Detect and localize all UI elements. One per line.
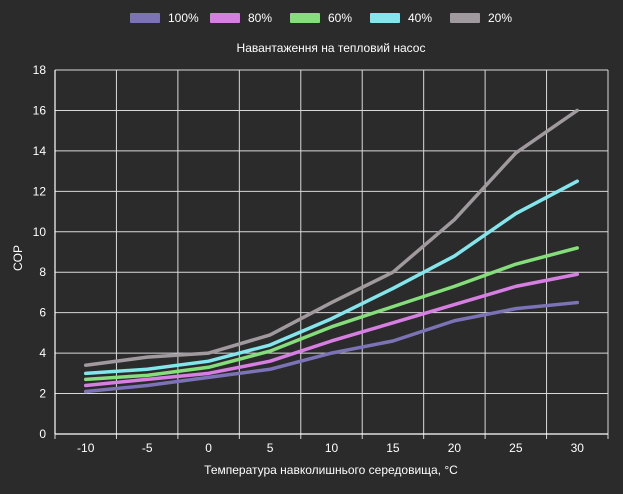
series-lines [83, 108, 580, 394]
x-tick-label: -5 [142, 441, 153, 455]
legend-item: 100% [130, 11, 199, 25]
x-tick-label: 30 [571, 441, 585, 455]
y-tick-label: 10 [33, 225, 47, 239]
legend-item: 80% [210, 11, 272, 25]
x-tick-label: -10 [77, 441, 95, 455]
y-tick-label: 18 [33, 63, 47, 77]
axes [54, 70, 608, 435]
legend-swatch [450, 13, 480, 23]
y-tick-label: 14 [33, 144, 47, 158]
legend-item: 20% [450, 11, 512, 25]
y-tick-label: 4 [39, 346, 46, 360]
y-axis-title: COP [11, 245, 25, 271]
x-tick-label: 25 [509, 441, 523, 455]
y-tick-label: 0 [39, 427, 46, 441]
legend-label: 20% [488, 11, 512, 25]
x-tick-label: 5 [267, 441, 274, 455]
series-line-60pct [83, 246, 580, 382]
x-tick-label: 0 [205, 441, 212, 455]
x-tick-labels: -10 -5 0 5 10 15 20 25 30 [77, 441, 584, 455]
x-tick-label: 10 [325, 441, 339, 455]
legend-swatch [290, 13, 320, 23]
x-tick-label: 15 [386, 441, 400, 455]
y-tick-label: 12 [33, 184, 47, 198]
y-tick-label: 2 [39, 387, 46, 401]
legend-item: 40% [370, 11, 432, 25]
x-axis-title: Температура навколишнього середовища, °C [204, 463, 458, 477]
legend-label: 100% [168, 11, 199, 25]
legend-label: 60% [328, 11, 352, 25]
series-line-100pct [83, 300, 580, 394]
legend-label: 40% [408, 11, 432, 25]
y-tick-labels: 0 2 4 6 8 10 12 14 16 18 [33, 63, 47, 441]
series-line-40pct [83, 179, 580, 376]
y-tick-label: 6 [39, 306, 46, 320]
y-tick-label: 16 [33, 103, 47, 117]
chart-title: Навантаження на тепловий насос [237, 41, 426, 55]
legend: 100% 80% 60% 40% 20% [130, 11, 512, 25]
legend-swatch [130, 13, 160, 23]
series-line-80pct [83, 272, 580, 388]
grid [54, 69, 609, 439]
series-line-20pct [83, 108, 580, 367]
legend-swatch [210, 13, 240, 23]
y-tick-label: 8 [39, 265, 46, 279]
legend-swatch [370, 13, 400, 23]
legend-label: 80% [248, 11, 272, 25]
x-tick-label: 20 [448, 441, 462, 455]
legend-item: 60% [290, 11, 352, 25]
